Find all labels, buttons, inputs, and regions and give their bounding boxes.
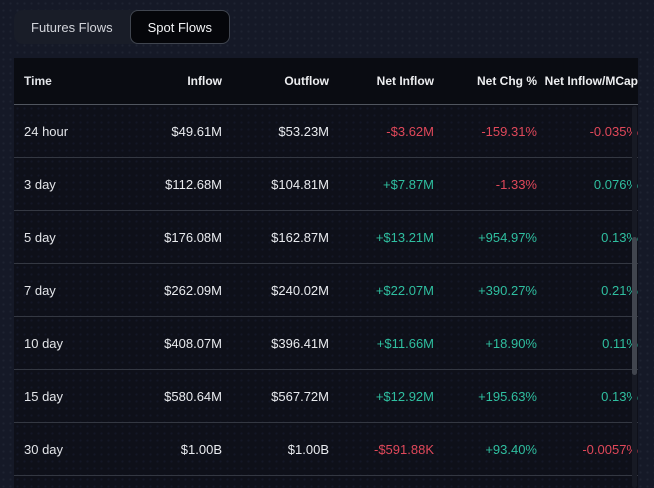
table-row: 15 day $580.64M $567.72M +$12.92M +195.6… [14, 370, 638, 423]
cell-net-inflow: +$11.66M [376, 335, 434, 351]
cell-outflow: $53.23M [278, 123, 329, 139]
tab-spot-flows[interactable]: Spot Flows [129, 10, 230, 44]
cell-net-mcap: -0.035% [589, 123, 638, 139]
flows-tab-bar: Futures Flows Spot Flows [14, 10, 230, 44]
table-row-partial [14, 476, 638, 488]
cell-time: 15 day [24, 388, 64, 404]
cell-net-inflow: +$7.87M [383, 176, 434, 192]
cell-inflow: $1.00B [180, 441, 222, 457]
column-header-net-inflow-mcap: Net Inflow/MCap [544, 74, 638, 88]
cell-inflow: $112.68M [165, 176, 222, 192]
cell-time: 5 day [24, 229, 56, 245]
cell-outflow: $240.02M [271, 282, 329, 298]
cell-net-mcap: 0.11% [602, 335, 638, 351]
cell-net-mcap: -0.0057% [582, 441, 638, 457]
column-header-time: Time [24, 74, 52, 88]
cell-inflow: $580.64M [164, 388, 222, 404]
cell-net-chg: +18.90% [485, 335, 537, 351]
table-row: 10 day $408.07M $396.41M +$11.66M +18.90… [14, 317, 638, 370]
cell-net-chg: +195.63% [478, 388, 537, 404]
cell-net-inflow: -$3.62M [386, 123, 434, 139]
cell-net-chg: -1.33% [495, 176, 537, 192]
cell-net-inflow: +$13.21M [375, 229, 434, 245]
spot-flows-table: Time Inflow Outflow Net Inflow Net Chg %… [14, 58, 638, 488]
table-row: 24 hour $49.61M $53.23M -$3.62M -159.31%… [14, 105, 638, 158]
column-header-inflow: Inflow [187, 74, 222, 88]
column-header-net-chg: Net Chg % [477, 74, 537, 88]
cell-net-inflow: +$12.92M [375, 388, 434, 404]
cell-time: 10 day [24, 335, 64, 351]
cell-time: 3 day [24, 176, 56, 192]
table-row: 7 day $262.09M $240.02M +$22.07M +390.27… [14, 264, 638, 317]
cell-net-mcap: 0.21% [601, 282, 638, 298]
column-header-outflow: Outflow [284, 74, 329, 88]
cell-net-mcap: 0.13% [601, 229, 638, 245]
cell-outflow: $1.00B [287, 441, 329, 457]
cell-net-chg: +93.40% [485, 441, 537, 457]
column-header-net-inflow: Net Inflow [376, 74, 434, 88]
cell-inflow: $408.07M [164, 335, 222, 351]
cell-net-chg: +954.97% [478, 229, 537, 245]
cell-time: 24 hour [24, 123, 69, 139]
cell-time: 7 day [24, 282, 56, 298]
cell-inflow: $262.09M [164, 282, 222, 298]
cell-net-chg: -159.31% [481, 123, 537, 139]
cell-net-inflow: +$22.07M [375, 282, 434, 298]
scrollbar-thumb[interactable] [632, 237, 637, 375]
cell-inflow: $176.08M [164, 229, 222, 245]
cell-net-mcap: 0.13% [601, 388, 638, 404]
cell-outflow: $162.87M [271, 229, 329, 245]
cell-net-mcap: 0.076% [593, 176, 638, 192]
cell-outflow: $104.81M [271, 176, 329, 192]
cell-net-inflow: -$591.88K [374, 441, 434, 457]
table-row: 5 day $176.08M $162.87M +$13.21M +954.97… [14, 211, 638, 264]
cell-outflow: $567.72M [271, 388, 329, 404]
cell-inflow: $49.61M [171, 123, 222, 139]
table-row: 3 day $112.68M $104.81M +$7.87M -1.33% 0… [14, 158, 638, 211]
cell-time: 30 day [24, 441, 64, 457]
cell-outflow: $396.41M [271, 335, 329, 351]
table-row: 30 day $1.00B $1.00B -$591.88K +93.40% -… [14, 423, 638, 476]
cell-net-chg: +390.27% [478, 282, 537, 298]
table-header-row: Time Inflow Outflow Net Inflow Net Chg %… [14, 58, 638, 105]
tab-futures-flows[interactable]: Futures Flows [31, 19, 113, 35]
